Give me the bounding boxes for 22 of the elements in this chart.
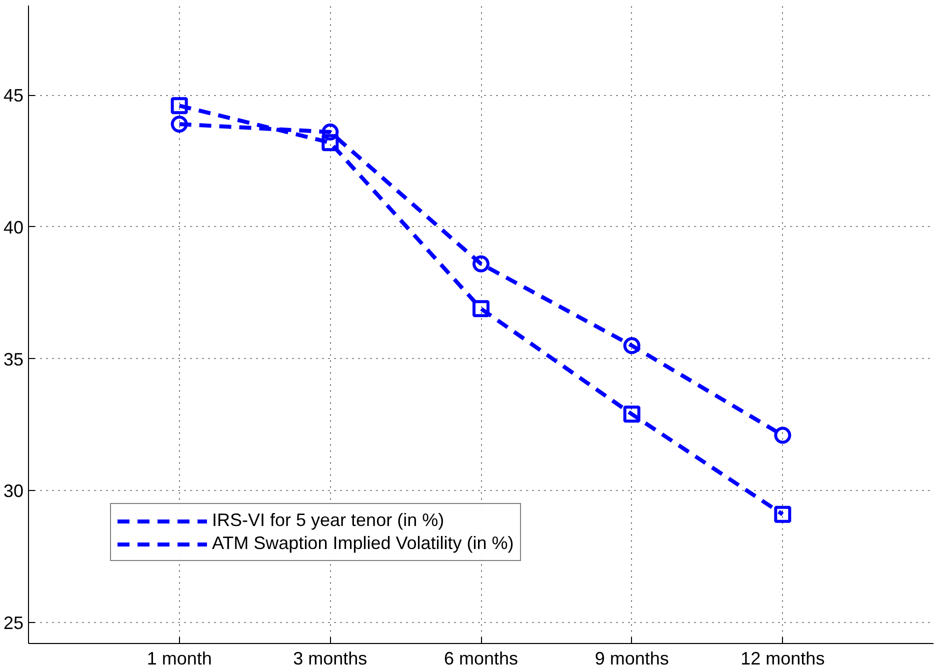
x-tick-label: 6 months	[444, 648, 518, 668]
legend-label: ATM Swaption Implied Volatility (in %)	[212, 533, 514, 554]
y-tick-label: 40	[3, 217, 24, 238]
x-tick-label: 12 months	[740, 648, 825, 668]
y-tick-label: 35	[3, 349, 24, 370]
y-tick-label: 30	[3, 481, 24, 502]
point	[774, 506, 792, 523]
point	[623, 406, 640, 423]
y-tick-label: 45	[3, 86, 24, 106]
point	[774, 426, 792, 444]
point	[472, 255, 490, 272]
point	[170, 97, 188, 114]
y-tick-label: 25	[3, 612, 24, 633]
point	[170, 116, 188, 133]
x-tick-label: 9 months	[594, 648, 669, 668]
point	[322, 124, 339, 141]
point	[623, 337, 640, 354]
x-tick-label: 3 months	[293, 648, 368, 668]
x-tick-label: 1 month	[146, 648, 212, 668]
point	[322, 134, 339, 152]
point	[472, 300, 490, 318]
legend-label: IRS-VI for 5 year tenor (in %)	[212, 510, 444, 531]
